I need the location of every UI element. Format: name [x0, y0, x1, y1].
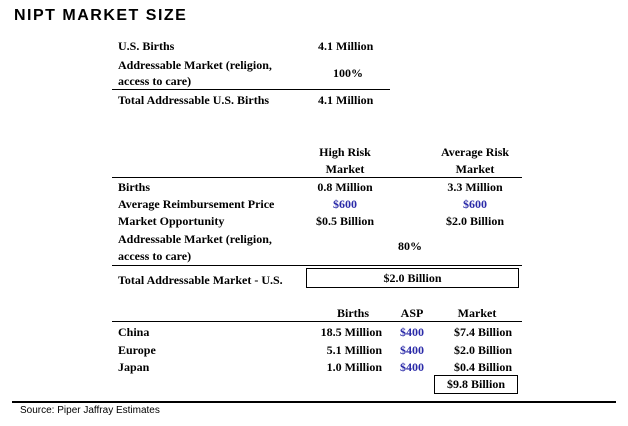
intl-total-market: $9.8 Billion	[446, 377, 505, 391]
us-addressable-value: 100%	[333, 66, 363, 80]
risk-total-label: Total Addressable Market - U.S.	[118, 273, 283, 287]
us-total-value: 4.1 Million	[318, 93, 374, 107]
risk-row-births-label: Births	[118, 180, 151, 194]
risk-row-opportunity-avg: $2.0 Billion	[445, 214, 504, 228]
intl-row-china-births: 18.5 Million	[320, 325, 382, 339]
col-avg-risk-line1: Average Risk	[440, 145, 510, 159]
intl-table-header-rule	[112, 321, 522, 322]
intl-row-europe-births: 5.1 Million	[326, 343, 382, 357]
risk-addressable-value: 80%	[398, 239, 422, 253]
risk-row-opportunity-high: $0.5 Billion	[315, 214, 374, 228]
intl-row-china-asp: $400	[400, 325, 424, 339]
intl-row-japan-births: 1.0 Million	[326, 360, 382, 374]
intl-total-box: $9.8 Billion	[434, 375, 518, 394]
intl-row-china-country: China	[118, 325, 150, 339]
intl-row-japan-market: $0.4 Billion	[453, 360, 512, 374]
risk-row-births-high: 0.8 Million	[317, 180, 373, 194]
risk-row-price-high: $600	[333, 197, 357, 211]
us-births-value: 4.1 Million	[318, 39, 374, 53]
risk-row-births-avg: 3.3 Million	[447, 180, 503, 194]
intl-row-europe-market: $2.0 Billion	[453, 343, 512, 357]
us-total-label: Total Addressable U.S. Births	[118, 93, 270, 107]
risk-total-value: $2.0 Billion	[383, 271, 442, 285]
us-births-label: U.S. Births	[118, 39, 175, 53]
risk-row-price-label: Average Reimbursement Price	[118, 197, 275, 211]
intl-row-europe-asp: $400	[400, 343, 424, 357]
col-high-risk-line2: Market	[325, 162, 365, 176]
risk-row-opportunity-label: Market Opportunity	[118, 214, 225, 228]
risk-table-header-rule	[112, 177, 522, 178]
intl-row-japan-asp: $400	[400, 360, 424, 374]
intl-row-japan-country: Japan	[118, 360, 150, 374]
risk-addressable-label-line2: access to care)	[118, 249, 192, 263]
us-addressable-label-line2: access to care)	[118, 74, 192, 88]
us-summary-rule	[112, 89, 390, 90]
us-addressable-label-line1: Addressable Market (religion,	[118, 58, 272, 72]
risk-total-box: $2.0 Billion	[306, 268, 519, 288]
source-note: Source: Piper Jaffray Estimates	[20, 405, 160, 416]
col-asp: ASP	[400, 306, 424, 320]
page-title: NIPT MARKET SIZE	[14, 7, 188, 24]
risk-row-price-avg: $600	[463, 197, 487, 211]
footer-rule	[12, 401, 616, 403]
col-avg-risk-line2: Market	[455, 162, 495, 176]
col-high-risk-line1: High Risk	[319, 145, 371, 159]
risk-addressable-label-line1: Addressable Market (religion,	[118, 232, 272, 246]
col-births: Births	[336, 306, 369, 320]
col-market: Market	[457, 306, 497, 320]
intl-row-europe-country: Europe	[118, 343, 156, 357]
intl-row-china-market: $7.4 Billion	[453, 325, 512, 339]
risk-table-total-rule	[112, 265, 522, 266]
